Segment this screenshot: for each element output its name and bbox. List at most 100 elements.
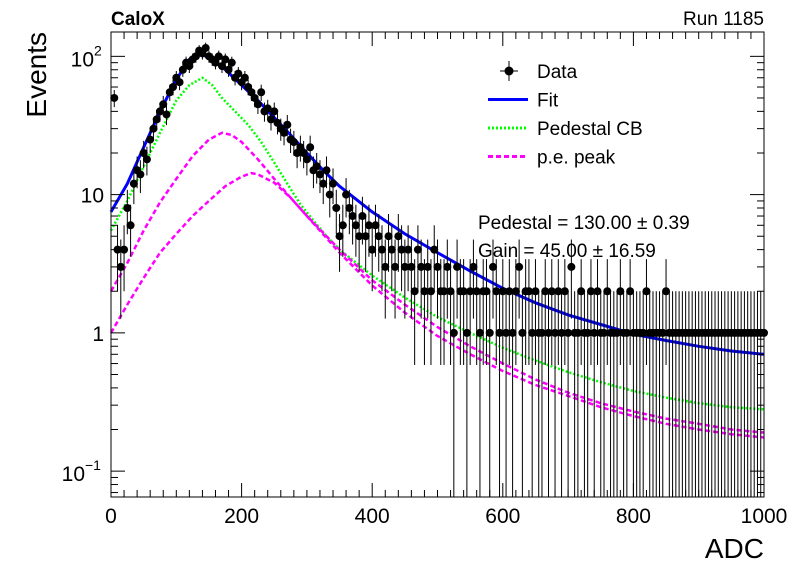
data-point [511, 287, 520, 296]
data-point [162, 110, 171, 119]
data-point [397, 245, 406, 254]
data-points-layer [110, 42, 768, 497]
legend-label: Data [537, 62, 578, 83]
data-point [312, 162, 321, 171]
data-point [280, 128, 289, 137]
data-point [342, 190, 351, 199]
y-tick-label: 10 [81, 185, 104, 208]
data-point [459, 287, 468, 296]
data-point [583, 328, 592, 337]
data-point [355, 232, 364, 241]
data-point [508, 328, 517, 337]
curve-p-e-peak-2 [109, 131, 765, 434]
y-tick-label-exponent: −1 [85, 457, 101, 473]
data-point [387, 245, 396, 254]
data-point [155, 107, 164, 116]
data-point [123, 204, 132, 213]
data-point [394, 232, 403, 241]
data-point [299, 148, 308, 157]
y-tick-label-base: 10 [71, 48, 94, 71]
x-axis-title: ADC [705, 533, 764, 564]
y-tick-label: 1 [92, 323, 104, 346]
data-point [139, 148, 148, 157]
data-point [639, 328, 648, 337]
data-point [430, 245, 439, 254]
data-point [384, 232, 393, 241]
data-point [567, 262, 576, 271]
data-point [263, 104, 272, 113]
data-point [423, 262, 432, 271]
data-point [593, 287, 602, 296]
data-point [495, 328, 504, 337]
data-point [351, 221, 360, 230]
data-point [449, 328, 458, 337]
data-point [306, 143, 315, 152]
data-point [413, 245, 422, 254]
data-point [485, 328, 494, 337]
data-point [462, 328, 471, 337]
data-point [407, 262, 416, 271]
data-point [475, 328, 484, 337]
data-point [329, 179, 338, 188]
data-point [377, 245, 386, 254]
data-point [234, 69, 243, 78]
data-point [361, 232, 370, 241]
data-point [603, 287, 612, 296]
data-point [492, 287, 501, 296]
data-point [374, 232, 383, 241]
data-point [417, 262, 426, 271]
data-point [662, 287, 671, 296]
data-point [185, 62, 194, 71]
data-point [146, 135, 155, 144]
data-point [426, 287, 435, 296]
data-point [400, 262, 409, 271]
data-point [498, 287, 507, 296]
data-point [489, 262, 498, 271]
data-point [116, 262, 125, 271]
data-point [120, 245, 129, 254]
y-axis-title: Events [21, 32, 52, 118]
data-point [440, 287, 449, 296]
data-point [482, 287, 491, 296]
legend-label: Pedestal CB [537, 119, 643, 140]
data-point [573, 328, 582, 337]
data-point [149, 124, 158, 133]
data-point [381, 262, 390, 271]
data-point [358, 212, 367, 221]
data-point [554, 287, 563, 296]
data-point [322, 166, 331, 175]
data-point [600, 328, 609, 337]
data-point [201, 43, 210, 52]
data-point [616, 287, 625, 296]
y-tick-label-exponent: 2 [94, 42, 102, 58]
data-point [502, 328, 511, 337]
x-tick-label: 0 [105, 505, 117, 528]
data-point [528, 328, 537, 337]
run-label: Run 1185 [683, 9, 764, 30]
data-point [537, 328, 546, 337]
data-point [319, 179, 328, 188]
data-point [178, 65, 187, 74]
data-point [348, 212, 357, 221]
legend-label: p.e. peak [537, 148, 616, 169]
data-point [159, 100, 168, 109]
data-point [129, 179, 138, 188]
data-point [505, 287, 514, 296]
data-point [531, 287, 540, 296]
x-tick-label: 1000 [741, 505, 788, 528]
data-point [335, 232, 344, 241]
data-point [302, 155, 311, 164]
y-tick-label-base: 10 [62, 463, 85, 486]
data-point [270, 107, 279, 116]
x-tick-label: 600 [485, 505, 520, 528]
data-point [289, 138, 298, 147]
data-point [469, 262, 478, 271]
data-point [283, 120, 292, 129]
data-point [577, 287, 586, 296]
data-point [642, 287, 651, 296]
data-point [250, 93, 259, 102]
legend-swatch-marker [504, 66, 514, 76]
data-point [613, 328, 622, 337]
annotation-pedestal: Pedestal = 130.00 ± 0.39 [478, 213, 690, 234]
